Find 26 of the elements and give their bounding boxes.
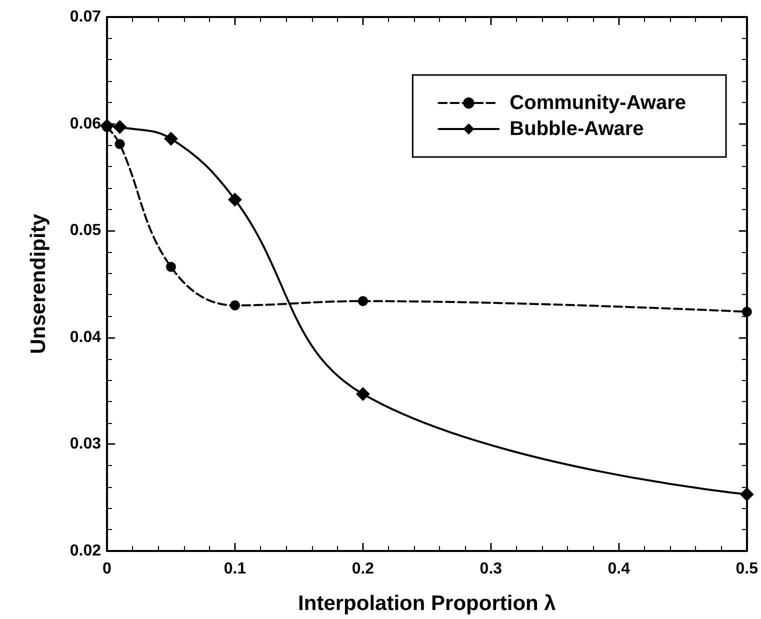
point — [112, 120, 127, 134]
x-tick-label: 0.4 — [608, 560, 630, 578]
point — [164, 132, 178, 146]
legend-label: Community-Aware — [510, 92, 686, 114]
point — [166, 262, 176, 272]
y-tick-label: 0.02 — [70, 542, 102, 560]
point — [358, 296, 368, 306]
y-tick-label: 0.06 — [70, 115, 102, 132]
x-tick-label: 0.5 — [736, 560, 758, 578]
x-tick-label: 0.1 — [224, 560, 246, 578]
legend-label: Bubble-Aware — [510, 118, 644, 140]
y-tick-label: 0.07 — [70, 8, 102, 26]
point — [114, 139, 125, 150]
point — [742, 306, 752, 317]
point — [356, 387, 370, 402]
y-tick-label: 0.04 — [70, 328, 102, 346]
y-tick-label: 0.03 — [70, 436, 102, 453]
x-tick-label: 0.2 — [352, 560, 374, 578]
point — [228, 192, 242, 207]
x-axis-title: Interpolation Proportion λ — [298, 592, 556, 615]
y-axis-title: Unserendipity — [27, 214, 50, 354]
x-tick-label: 0 — [102, 560, 112, 578]
point — [740, 487, 754, 502]
point — [230, 300, 240, 310]
x-tick-label: 0.3 — [480, 560, 502, 578]
y-tick-label: 0.05 — [70, 222, 102, 240]
